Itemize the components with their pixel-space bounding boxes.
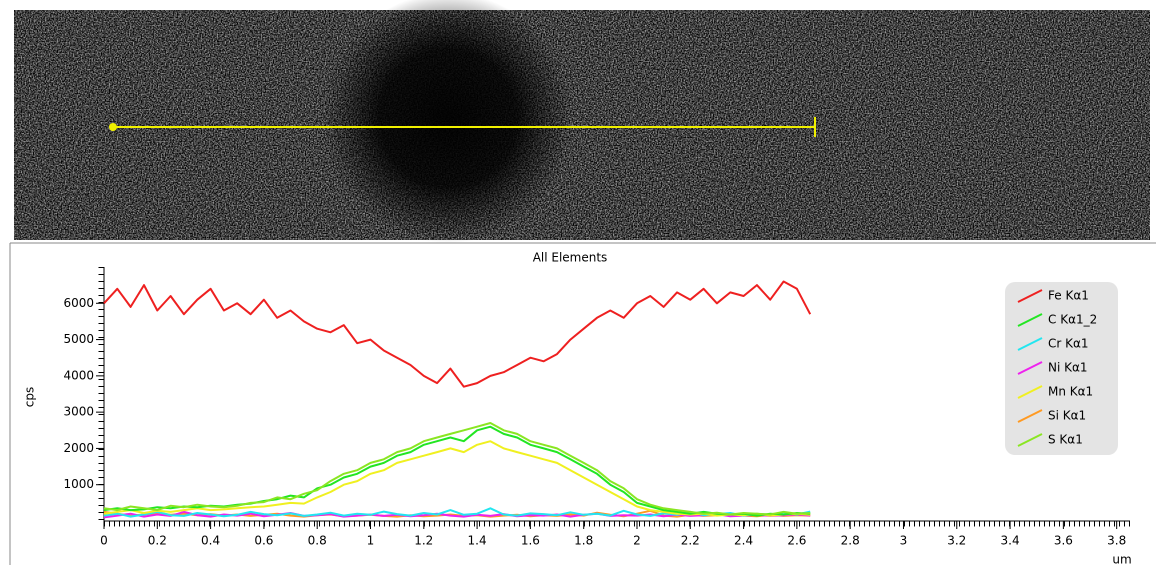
x-tick-label: 2.8: [841, 534, 860, 548]
legend-swatch: [1017, 337, 1043, 351]
legend-box: [1005, 282, 1118, 455]
micrograph-noise: [14, 10, 1150, 240]
x-tick-label: 2: [633, 534, 641, 548]
x-tick-label: 2.2: [681, 534, 700, 548]
x-tick-label: 3.6: [1054, 534, 1073, 548]
y-tick-label: 5000: [63, 332, 94, 346]
micrograph: [14, 0, 1150, 243]
series-line: [103, 280, 812, 388]
x-tick-label: 1: [367, 534, 375, 548]
legend-swatch: [1017, 361, 1043, 375]
legend-swatch: [1017, 289, 1043, 303]
y-tick-label: 3000: [63, 405, 94, 419]
y-tick-label: 4000: [63, 368, 94, 382]
x-tick-label: 2.4: [734, 534, 753, 548]
y-axis-label: cps: [23, 387, 37, 407]
legend-label: Mn Kα1: [1048, 385, 1093, 399]
series-line: [103, 510, 811, 519]
series-line: [103, 440, 811, 517]
x-tick-label: 0: [100, 534, 108, 548]
y-tick-label: 6000: [63, 296, 94, 310]
x-tick-label: 1.8: [574, 534, 593, 548]
x-axis-label: um: [1112, 553, 1131, 565]
legend-label: Ni Kα1: [1048, 361, 1088, 375]
x-tick-label: 0.6: [254, 534, 273, 548]
chart-title: All Elements: [533, 251, 608, 265]
x-tick-label: 0.4: [201, 534, 220, 548]
legend-swatch: [1017, 433, 1043, 447]
x-tick-label: 1.4: [468, 534, 487, 548]
series-line: [103, 425, 811, 517]
x-tick-label: 3.8: [1107, 534, 1126, 548]
x-tick-label: 0.2: [148, 534, 167, 548]
legend-label: Si Kα1: [1048, 409, 1086, 423]
x-tick-label: 0.8: [308, 534, 327, 548]
x-tick-label: 3: [900, 534, 908, 548]
y-tick-label: 1000: [63, 477, 94, 491]
legend-swatch: [1017, 409, 1043, 423]
x-tick-label: 2.6: [787, 534, 806, 548]
legend-swatch: [1017, 385, 1043, 399]
x-tick-label: 3.4: [1001, 534, 1020, 548]
legend-label: Fe Kα1: [1048, 289, 1089, 303]
x-tick-label: 3.2: [947, 534, 966, 548]
legend-swatch: [1017, 313, 1043, 327]
legend-label: C Kα1_2: [1048, 313, 1097, 327]
legend-label: Cr Kα1: [1048, 337, 1089, 351]
x-tick-label: 1.2: [414, 534, 433, 548]
scan-start: [109, 123, 117, 131]
legend-label: S Kα1: [1048, 433, 1083, 447]
series-line: [103, 422, 811, 516]
x-tick-label: 1.6: [521, 534, 540, 548]
particle: [323, 0, 573, 243]
y-tick-label: 2000: [63, 441, 94, 455]
